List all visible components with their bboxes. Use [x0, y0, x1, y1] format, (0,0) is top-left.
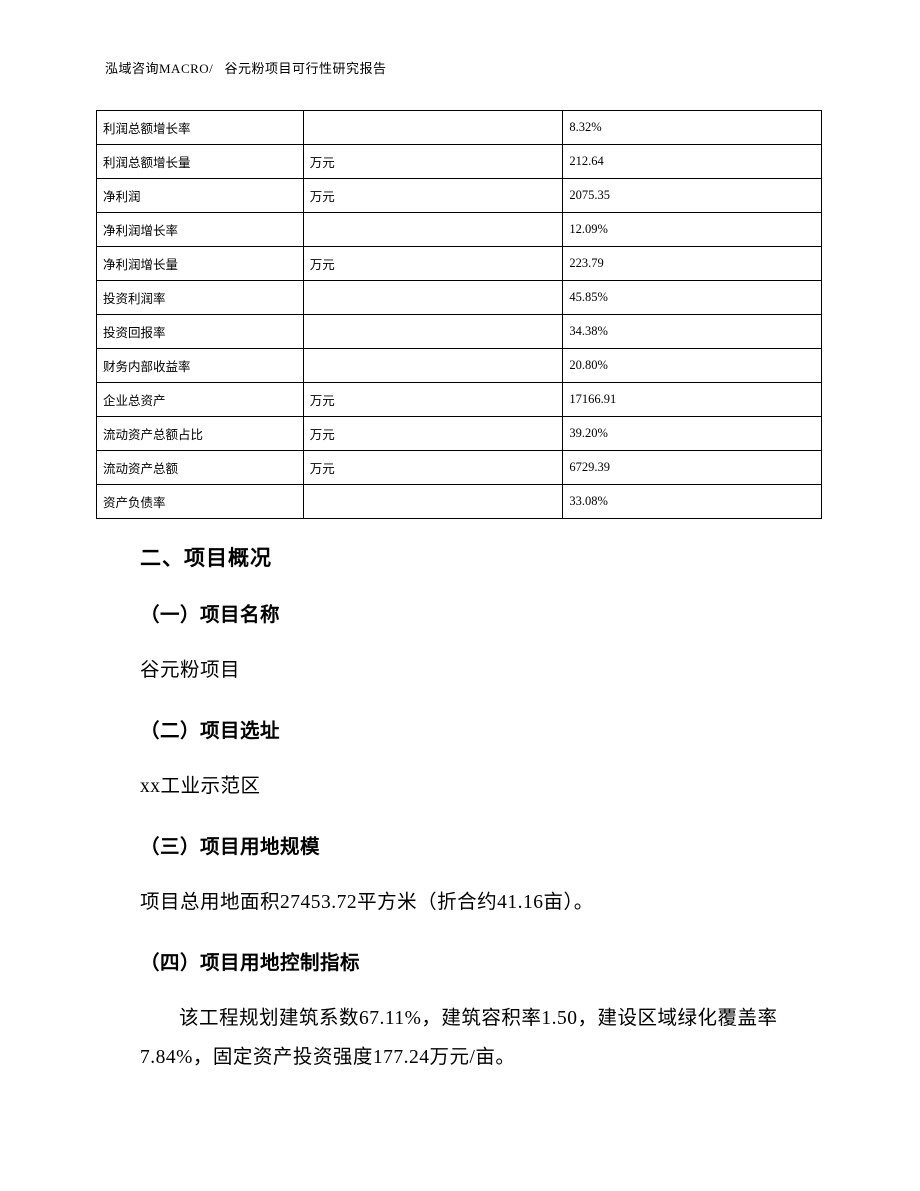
metric-unit [303, 315, 563, 349]
body-1: 谷元粉项目 [140, 651, 782, 690]
metric-label: 净利润增长量 [97, 247, 304, 281]
metric-unit: 万元 [303, 247, 563, 281]
metric-value: 34.38% [563, 315, 822, 349]
table-row: 投资回报率 34.38% [97, 315, 822, 349]
metric-unit: 万元 [303, 451, 563, 485]
metric-label: 投资回报率 [97, 315, 304, 349]
metric-unit [303, 281, 563, 315]
metric-value: 33.08% [563, 485, 822, 519]
metric-label: 流动资产总额占比 [97, 417, 304, 451]
metric-label: 利润总额增长率 [97, 111, 304, 145]
financial-table: 利润总额增长率8.32%利润总额增长量万元212.64净利润万元2075.35净… [96, 110, 822, 519]
metric-label: 资产负债率 [97, 485, 304, 519]
subheading-3: （三）项目用地规模 [140, 830, 782, 859]
body-2: xx工业示范区 [140, 767, 782, 806]
metric-unit [303, 111, 563, 145]
metric-value: 17166.91 [563, 383, 822, 417]
table-row: 利润总额增长率 8.32% [97, 111, 822, 145]
metric-value: 45.85% [563, 281, 822, 315]
metric-label: 流动资产总额 [97, 451, 304, 485]
subheading-4: （四）项目用地控制指标 [140, 946, 782, 975]
page-header: 泓域咨询MACRO/ 谷元粉项目可行性研究报告 [105, 58, 387, 77]
table-row: 利润总额增长量万元212.64 [97, 145, 822, 179]
metric-value: 39.20% [563, 417, 822, 451]
section-heading-overview: 二、项目概况 [140, 542, 782, 572]
metric-value: 212.64 [563, 145, 822, 179]
metric-value: 223.79 [563, 247, 822, 281]
metric-value: 12.09% [563, 213, 822, 247]
metric-label: 净利润 [97, 179, 304, 213]
table-row: 净利润增长量万元223.79 [97, 247, 822, 281]
table-row: 流动资产总额万元6729.39 [97, 451, 822, 485]
table-row: 企业总资产万元17166.91 [97, 383, 822, 417]
metric-value: 8.32% [563, 111, 822, 145]
metric-unit: 万元 [303, 179, 563, 213]
subheading-1: （一）项目名称 [140, 598, 782, 627]
metric-unit: 万元 [303, 383, 563, 417]
metric-value: 20.80% [563, 349, 822, 383]
table-row: 流动资产总额占比万元39.20% [97, 417, 822, 451]
financial-table-container: 利润总额增长率8.32%利润总额增长量万元212.64净利润万元2075.35净… [96, 110, 822, 519]
metric-label: 净利润增长率 [97, 213, 304, 247]
body-4: 该工程规划建筑系数67.11%，建筑容积率1.50，建设区域绿化覆盖率7.84%… [140, 999, 782, 1077]
metric-label: 投资利润率 [97, 281, 304, 315]
metric-unit: 万元 [303, 145, 563, 179]
table-row: 净利润万元2075.35 [97, 179, 822, 213]
table-row: 净利润增长率 12.09% [97, 213, 822, 247]
metric-unit [303, 349, 563, 383]
subheading-2: （二）项目选址 [140, 714, 782, 743]
metric-unit [303, 213, 563, 247]
header-right: 谷元粉项目可行性研究报告 [225, 61, 387, 76]
table-row: 资产负债率 33.08% [97, 485, 822, 519]
metric-label: 企业总资产 [97, 383, 304, 417]
metric-label: 利润总额增长量 [97, 145, 304, 179]
metric-value: 6729.39 [563, 451, 822, 485]
metric-unit: 万元 [303, 417, 563, 451]
header-left: 泓域咨询MACRO/ [105, 61, 213, 76]
metric-value: 2075.35 [563, 179, 822, 213]
table-row: 投资利润率 45.85% [97, 281, 822, 315]
metric-unit [303, 485, 563, 519]
body-3: 项目总用地面积27453.72平方米（折合约41.16亩）。 [140, 883, 782, 922]
content-body: 二、项目概况 （一）项目名称 谷元粉项目 （二）项目选址 xx工业示范区 （三）… [140, 542, 782, 1101]
metric-label: 财务内部收益率 [97, 349, 304, 383]
table-row: 财务内部收益率 20.80% [97, 349, 822, 383]
